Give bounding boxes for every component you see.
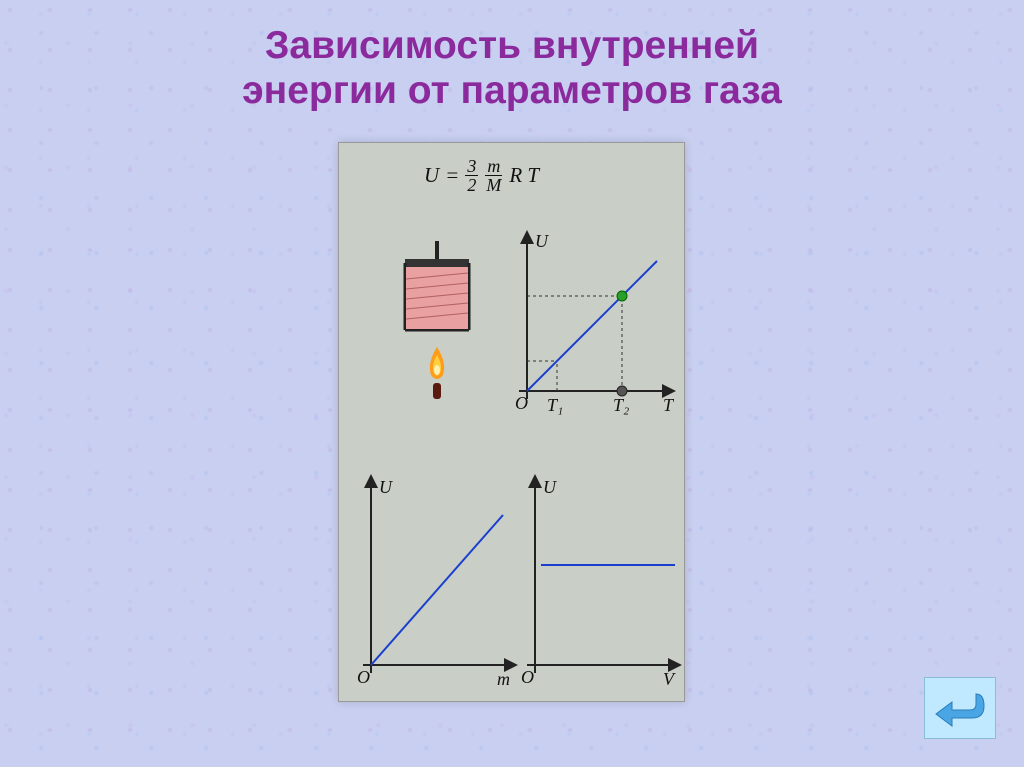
um-xlabel: m [497,669,510,689]
um-line [371,515,503,665]
burner-base [433,383,441,399]
uv-origin: O [521,667,534,687]
formula: U = 3 2 m M R T [424,157,539,194]
formula-frac2: m M [484,157,503,194]
piston-diagram [387,235,487,435]
um-graph: U m O [353,473,518,693]
um-origin: O [357,667,370,687]
ut-point-hot [617,291,627,301]
ut-t1: T₁ [547,395,563,415]
page-title: Зависимость внутренней энергии от параме… [0,0,1024,114]
formula-tail: R T [509,163,539,188]
formula-eq: = [445,163,459,188]
ut-ylabel: U [535,231,549,251]
ut-origin: O [515,393,528,413]
piston-plate [405,259,469,267]
title-line-2: энергии от параметров газа [242,69,782,112]
uv-xlabel: V [663,669,676,689]
uv-ylabel: U [543,477,557,497]
ut-graph: U T O T₁ T₂ [509,229,679,429]
uv-graph: U V O [517,473,682,693]
title-line-1: Зависимость внутренней [265,24,759,67]
return-button[interactable] [924,677,996,739]
ut-xlabel: T [663,395,675,415]
ut-line [527,261,657,391]
um-ylabel: U [379,477,393,497]
return-arrow-icon [932,684,988,732]
flame-icon [430,347,444,379]
formula-lhs: U [424,163,439,188]
ut-t2: T₂ [613,395,629,415]
formula-frac1: 3 2 [465,157,478,194]
figure-panel: U = 3 2 m M R T [338,142,685,702]
